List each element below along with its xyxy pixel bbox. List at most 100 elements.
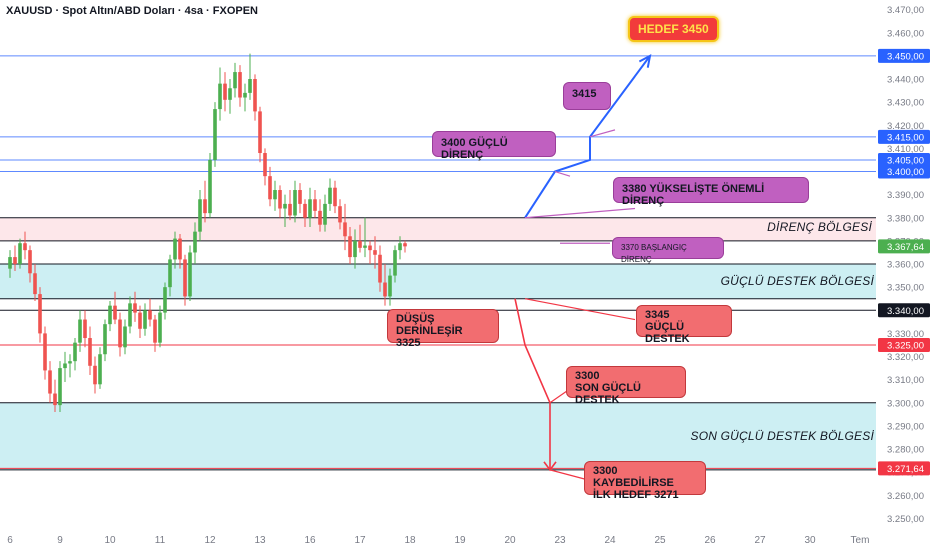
candle-body [318, 210, 322, 225]
y-axis-background [878, 0, 932, 550]
x-tick-label: 17 [354, 535, 366, 546]
x-tick-label: 11 [155, 535, 166, 546]
x-tick-label: 16 [304, 535, 316, 546]
candle-body [213, 109, 217, 160]
y-tick-label: 3.460,00 [887, 28, 924, 39]
zone-label-last-support: SON GÜÇLÜ DESTEK BÖLGESİ [690, 429, 874, 443]
candle-body [43, 333, 47, 371]
note-3415: 3415 [563, 82, 611, 110]
x-axis-background [0, 530, 878, 550]
candle-body [338, 206, 342, 223]
candle-body [98, 354, 102, 385]
candle-body [78, 319, 82, 343]
price-tag-6 [878, 337, 930, 352]
candle-body [333, 187, 337, 207]
candle-body [178, 238, 182, 260]
candle-body [163, 287, 167, 313]
x-tick-label: 6 [7, 535, 13, 546]
candle-body [293, 190, 297, 216]
candle-body [258, 111, 262, 154]
note-3300-last-support: 3300 SON GÜÇLÜ DESTEK [566, 366, 686, 406]
candle-body [138, 312, 142, 329]
candle-body [58, 368, 62, 406]
x-tick-label: 19 [454, 535, 466, 546]
x-tick-label: 9 [57, 535, 63, 546]
zone-rect-0 [0, 217, 876, 241]
candle-body [358, 240, 362, 248]
connector-3400 [554, 170, 571, 177]
candle-body [383, 282, 387, 297]
candle-body [143, 310, 147, 329]
candle-body [348, 236, 352, 258]
candle-body [133, 303, 137, 313]
x-tick-label: Tem [851, 535, 870, 546]
price-tag-label-2: 3.405,00 [887, 155, 924, 166]
candle-body [228, 88, 232, 100]
price-tag-0 [878, 48, 930, 63]
candle-body [23, 243, 27, 251]
y-tick-label: 3.390,00 [887, 190, 924, 201]
x-tick-label: 13 [254, 535, 266, 546]
y-tick-label: 3.420,00 [887, 121, 924, 132]
candle-body [343, 222, 347, 237]
price-tag-1 [878, 129, 930, 144]
candle-body [393, 250, 397, 276]
candle-body [113, 305, 117, 320]
note-3370-start-resistance: 3370 BAŞLANGIÇ DİRENÇ [612, 237, 724, 264]
candle-body [73, 342, 77, 362]
chart-title: XAUUSD · Spot Altın/ABD Doları · 4sa · F… [6, 5, 259, 17]
candle-body [88, 338, 92, 366]
y-tick-label: 3.410,00 [887, 144, 924, 155]
candle-body [48, 370, 52, 394]
x-tick-label: 20 [504, 535, 516, 546]
x-tick-label: 25 [654, 535, 666, 546]
candle-body [118, 319, 122, 348]
candle-body [223, 83, 227, 100]
y-tick-label: 3.290,00 [887, 421, 924, 432]
note-target-3450: HEDEF 3450 [628, 16, 719, 42]
candle-body [168, 259, 172, 288]
price-tag-label-7: 3.271,64 [887, 464, 924, 475]
price-tag-5 [878, 303, 930, 318]
candle-body [253, 79, 257, 112]
price-tag-label-0: 3.450,00 [887, 51, 924, 62]
candle-body [398, 243, 402, 251]
candle-body [68, 361, 72, 364]
candle-body [8, 257, 12, 269]
price-tag-4 [878, 239, 930, 254]
candle-body [18, 243, 22, 265]
zone-label-resistance: DİRENÇ BÖLGESİ [767, 220, 872, 234]
price-tag-label-3: 3.400,00 [887, 167, 924, 178]
candle-body [198, 199, 202, 232]
candle-body [148, 310, 152, 320]
note-3325-decline: DÜŞÜŞ DERİNLEŞİR 3325 [387, 309, 499, 349]
price-tag-label-4: 3.367,64 [887, 242, 924, 253]
candle-body [368, 245, 372, 251]
candle-body [308, 199, 312, 218]
candle-body [183, 259, 187, 297]
candle-body [208, 159, 212, 214]
zone-rect-2 [0, 402, 876, 470]
x-tick-label: 12 [204, 535, 216, 546]
note-3271-first-target: 3300 KAYBEDİLİRSE İLK HEDEF 3271 [584, 461, 706, 501]
candle-body [313, 199, 317, 211]
price-tag-2 [878, 152, 930, 167]
y-tick-label: 3.300,00 [887, 398, 924, 409]
y-tick-label: 3.320,00 [887, 352, 924, 363]
candle-body [153, 319, 157, 343]
candle-body [388, 275, 392, 297]
x-tick-label: 24 [604, 535, 616, 546]
y-tick-label: 3.330,00 [887, 329, 924, 340]
note-3400-strong-resistance: 3400 GÜÇLÜ DİRENÇ [432, 131, 556, 161]
zone-rect-1 [0, 264, 876, 299]
bullish-arrow-head [638, 54, 652, 68]
candle-body [363, 245, 367, 248]
candle-body [103, 324, 107, 355]
x-tick-label: 26 [704, 535, 716, 546]
connector-3380 [524, 207, 636, 219]
candle-body [158, 312, 162, 343]
candle-body [273, 190, 277, 200]
y-tick-label: 3.350,00 [887, 283, 924, 294]
